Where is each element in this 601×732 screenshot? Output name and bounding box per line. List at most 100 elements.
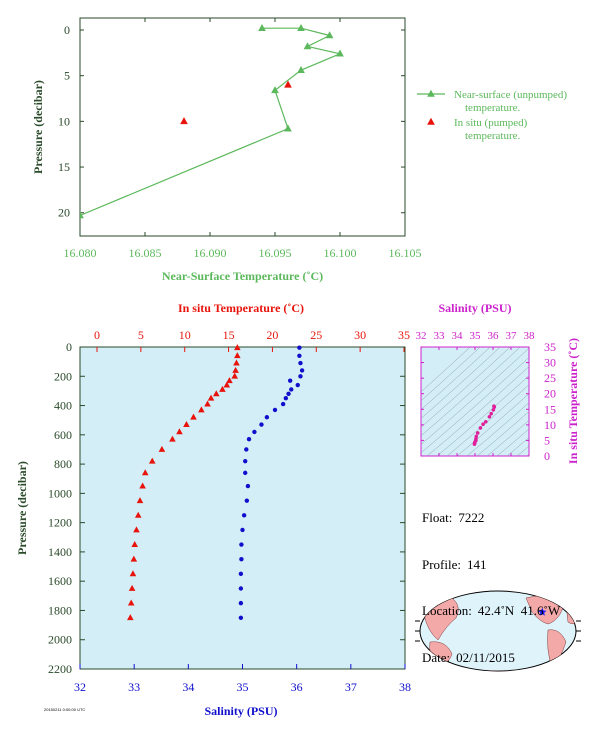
location-label: Location: (422, 603, 472, 618)
float-info-panel: Float: 7222 Profile: 141 Location: 42.4˚N 4… (422, 479, 560, 681)
salinity-point (259, 422, 264, 427)
y-tick-label: 30 (544, 356, 556, 370)
deep-profile-plot-frame (79, 346, 406, 670)
salinity-point (243, 470, 248, 476)
salinity-point (287, 378, 293, 383)
x-tick-label: 16.085 (129, 246, 162, 260)
ts-contours (421, 347, 529, 456)
x-tick-label: 37 (506, 330, 518, 342)
y-tick-label: 5 (64, 69, 70, 83)
bottom-tick-label: 34 (182, 680, 194, 694)
y-axis-label: Pressure (decibar) (15, 461, 29, 555)
x-tick-label: 33 (434, 330, 446, 342)
legend-label-in-situ: In situ (pumped) (454, 117, 528, 129)
temperature-point (127, 599, 135, 606)
x-tick-label: 32 (416, 330, 427, 342)
top-tick-label: 25 (310, 328, 322, 342)
density-contour (421, 347, 511, 428)
top-tick-label: 5 (138, 328, 144, 342)
density-contour (421, 347, 491, 411)
x-axis-label: Near-Surface Temperature (˚C) (162, 269, 323, 283)
salinity-point (241, 513, 247, 518)
date-label: Date: (422, 649, 451, 665)
temperature-point (234, 352, 241, 359)
bottom-tick-label: 36 (291, 680, 303, 694)
ts-point (492, 405, 497, 409)
ts-point (475, 431, 480, 435)
ts-y-axis-label: In situ Temperature (˚C) (566, 338, 580, 464)
temperature-point (139, 482, 146, 489)
ts-point (478, 426, 483, 430)
near-surface-point (80, 211, 84, 219)
x-tick-label: 35 (470, 330, 482, 342)
temperature-point (148, 457, 156, 464)
temperature-point (190, 413, 197, 420)
y-tick-label: 1800 (48, 603, 72, 617)
salinity-point (238, 571, 244, 577)
density-contour (421, 347, 501, 419)
density-contour (476, 411, 529, 456)
y-tick-label: 800 (54, 457, 72, 471)
x-tick-label: 16.090 (194, 246, 227, 260)
y-tick-label: 2200 (48, 662, 72, 676)
salinity-point (238, 600, 244, 606)
near-surface-point (271, 86, 279, 94)
salinity-point (299, 368, 305, 373)
profile-label: Profile: (422, 556, 461, 572)
temperature-point (219, 385, 226, 392)
temperature-point (131, 540, 139, 547)
density-contour (506, 437, 529, 456)
y-tick-label: 25 (544, 371, 556, 385)
x-tick-label: 16.095 (259, 246, 292, 260)
y-tick-label: 15 (544, 402, 556, 416)
y-tick-label: 1600 (48, 574, 72, 588)
density-contour (516, 445, 529, 456)
y-tick-label: 5 (544, 433, 550, 447)
temperature-point (127, 614, 134, 621)
temperature-point (207, 394, 215, 401)
ts-point (481, 422, 485, 427)
salinity-point (238, 615, 244, 620)
legend-marker-near-surface (427, 89, 435, 97)
float-label: Float: (422, 510, 453, 525)
top-tick-label: 20 (266, 328, 278, 342)
near-surface-point (297, 23, 305, 31)
salinity-point (272, 407, 278, 413)
x-tick-label: 36 (488, 330, 500, 342)
y-tick-label: 200 (54, 369, 72, 383)
top-tick-label: 15 (223, 328, 235, 342)
near-surface-point (336, 49, 344, 57)
temperature-point (129, 570, 137, 577)
y-tick-label: 1000 (48, 486, 72, 500)
x-tick-label: 38 (524, 330, 536, 342)
density-contour (486, 419, 529, 456)
y-tick-label: 10 (58, 114, 70, 128)
y-tick-label: 10 (544, 418, 556, 432)
legend-label-near-surface-2: temperature. (465, 102, 521, 114)
bottom-tick-label: 35 (237, 680, 249, 694)
bottom-tick-label: 32 (74, 680, 86, 694)
salinity-point (245, 483, 251, 489)
near-surface-plot-frame (79, 17, 406, 237)
ts-point (491, 408, 496, 412)
salinity-point (280, 401, 286, 407)
y-tick-label: 35 (544, 340, 556, 354)
y-tick-label: 600 (54, 428, 72, 442)
y-tick-label: 0 (66, 340, 72, 354)
temperature-point (223, 381, 231, 388)
x-tick-label: 16.100 (324, 246, 357, 260)
density-contour (446, 384, 529, 456)
bottom-axis-label: Salinity (PSU) (204, 704, 277, 718)
temperature-point (234, 344, 241, 351)
temperature-point (231, 372, 239, 379)
temperature-point (158, 445, 166, 452)
temperature-point (176, 428, 183, 435)
ts-point (489, 411, 494, 416)
top-tick-label: 30 (354, 328, 366, 342)
salinity-point (243, 458, 248, 464)
y-tick-label: 20 (544, 387, 556, 401)
y-tick-label: 400 (54, 399, 72, 413)
temperature-point (232, 366, 239, 373)
salinity-point (252, 429, 257, 435)
